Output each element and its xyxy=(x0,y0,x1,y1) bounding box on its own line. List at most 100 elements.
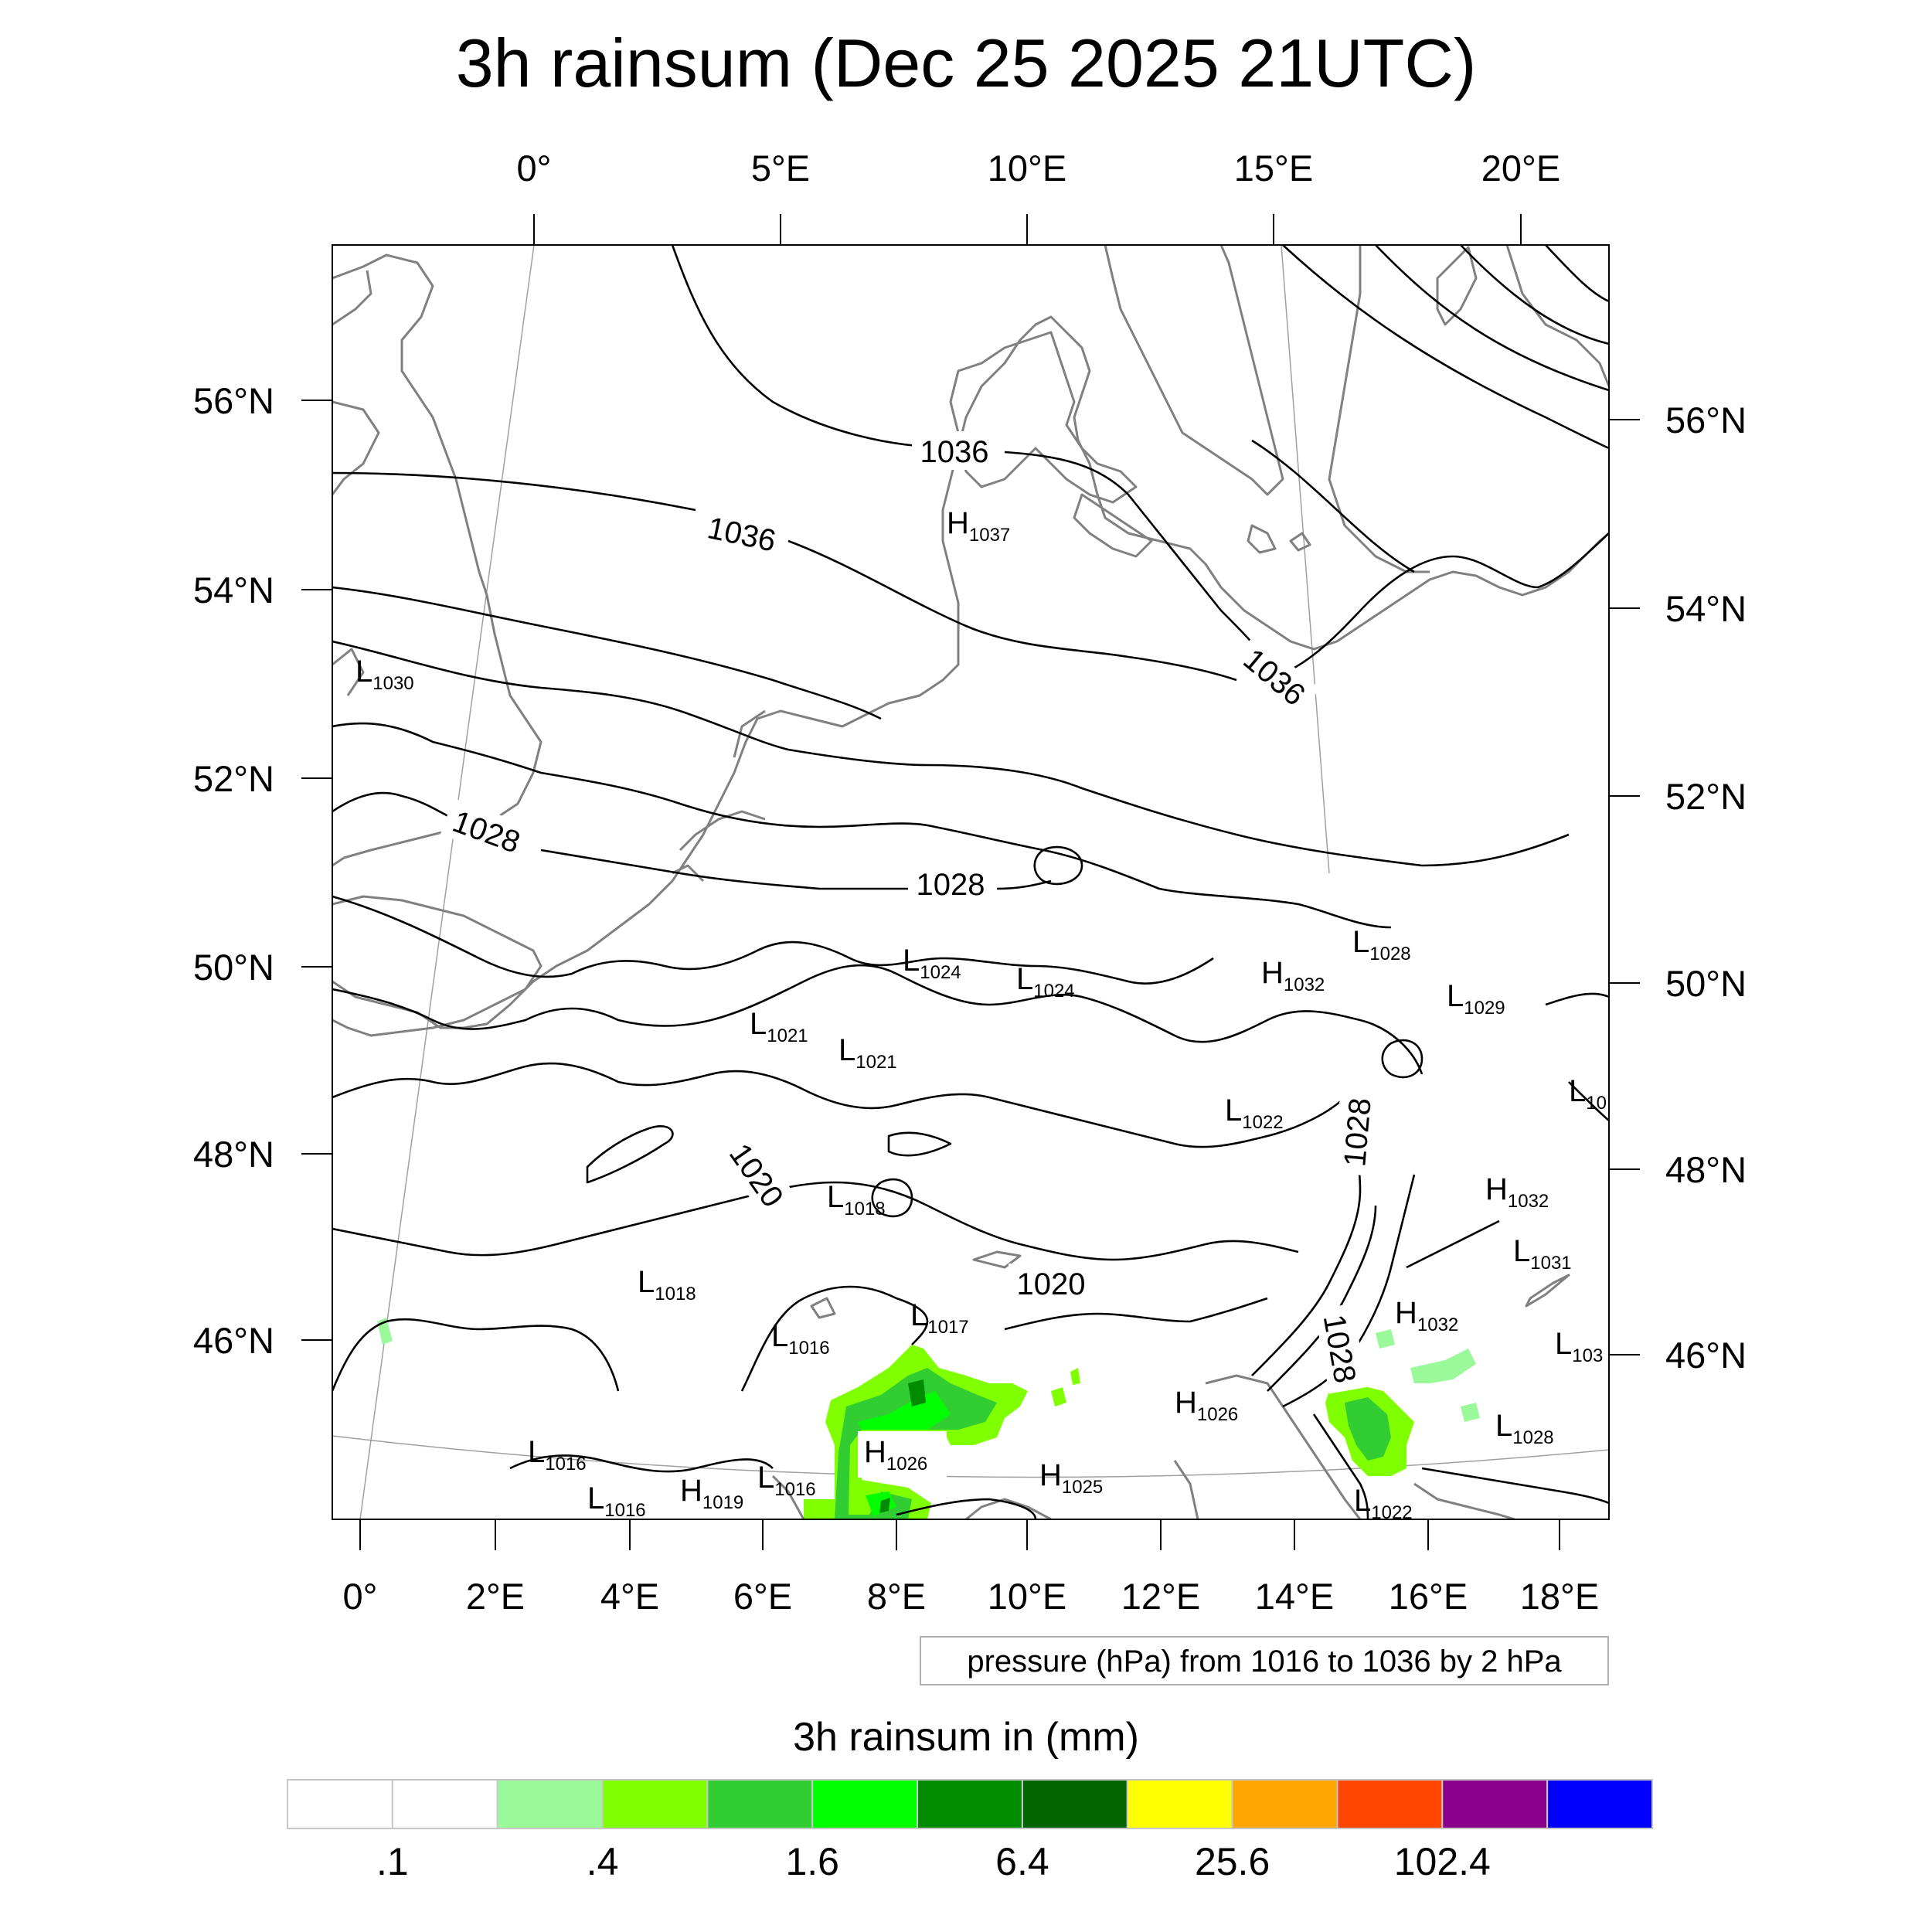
lon-label: 6°E xyxy=(733,1576,792,1617)
colorbar-swatch xyxy=(917,1779,1023,1829)
lon-label: 2°E xyxy=(466,1576,525,1617)
pressure-center-label: H1032 xyxy=(1261,956,1325,995)
colorbar-swatch xyxy=(496,1779,604,1829)
lat-label: 48°N xyxy=(193,1134,274,1175)
pressure-center-label: L1016 xyxy=(528,1435,587,1475)
contour-1036-mid xyxy=(332,471,1237,682)
right-lat-labels: 56°N 54°N 52°N 50°N 48°N 46°N xyxy=(1665,400,1747,1376)
colorbar-swatch xyxy=(1336,1779,1444,1829)
contour-info-text: pressure (hPa) from 1016 to 1036 by 2 hP… xyxy=(967,1645,1562,1679)
coastline-continent xyxy=(332,315,1609,1029)
coastline-uk-south xyxy=(332,895,543,1037)
coastline-sweden xyxy=(1104,245,1284,496)
contour-east-2 xyxy=(1375,245,1609,392)
colorbar-tick-label: 1.6 xyxy=(785,1840,839,1883)
pressure-center-label: L1022 xyxy=(1354,1484,1413,1523)
pressure-center-label: H1019 xyxy=(680,1474,743,1513)
lon-label: 18°E xyxy=(1520,1576,1599,1617)
colorbar xyxy=(287,1779,1653,1829)
contour-1018 xyxy=(332,1285,1268,1392)
colorbar-tick-label: 6.4 xyxy=(995,1840,1049,1883)
pressure-center-label: L1029 xyxy=(1447,979,1505,1019)
rain-area-adriatic-core xyxy=(1345,1397,1391,1461)
colorbar-swatch xyxy=(601,1779,709,1829)
lon-label: 15°E xyxy=(1234,148,1313,189)
contour-east-south xyxy=(1406,992,1609,1505)
pressure-center-label: L1016 xyxy=(757,1461,816,1500)
contour-1016-south xyxy=(509,1454,1037,1519)
map-content: 1036 1036 1036 1028 1028 1028 1028 1020 … xyxy=(332,245,1609,1523)
pressure-center-label: L1017 xyxy=(910,1298,969,1338)
coastline-adriatic xyxy=(1173,1374,1515,1519)
rain-area-alps-heavy xyxy=(858,1391,951,1516)
lat-label: 52°N xyxy=(1665,776,1747,817)
colorbar-labels: .1 .4 1.6 6.4 25.6 102.4 xyxy=(376,1840,1491,1883)
contour-1030 xyxy=(332,722,1392,929)
coastline-baltic-east xyxy=(1328,245,1609,573)
bottom-lon-axis xyxy=(359,1519,1560,1550)
coastline-islands xyxy=(1073,246,1478,558)
colorbar-swatch xyxy=(706,1779,814,1829)
map-title: 3h rainsum (Dec 25 2025 21UTC) xyxy=(456,25,1477,101)
pressure-center-label: H1037 xyxy=(947,506,1010,546)
rain-area-alps-max xyxy=(879,1379,926,1513)
coastlines xyxy=(332,245,1609,1519)
colorbar-swatch xyxy=(1231,1779,1338,1829)
lat-label: 56°N xyxy=(1665,400,1747,440)
pressure-center-label: L103 xyxy=(1555,1327,1603,1366)
pressure-center-label: L1028 xyxy=(1352,925,1411,964)
lon-label: 12°E xyxy=(1121,1576,1200,1617)
colorbar-swatch xyxy=(287,1779,393,1829)
coastline-ligurian xyxy=(771,1475,1052,1519)
colorbar-tick-label: 102.4 xyxy=(1394,1840,1491,1883)
lat-label: 46°N xyxy=(1665,1335,1747,1376)
contour-east-1 xyxy=(1251,245,1609,573)
lat-label: 50°N xyxy=(193,947,274,988)
pressure-center-label: L1024 xyxy=(1016,962,1075,1002)
pressure-center-label: L1016 xyxy=(771,1319,830,1359)
pressure-center-label: H1025 xyxy=(1039,1458,1103,1498)
lon-label: 5°E xyxy=(751,148,810,189)
pressure-center-label: L1022 xyxy=(1225,1094,1284,1133)
contour-adriatic xyxy=(1251,1097,1416,1519)
pressure-center-label: L1018 xyxy=(827,1180,886,1219)
coastline-denmark xyxy=(949,331,1138,504)
lon-label: 16°E xyxy=(1389,1576,1468,1617)
lon-label: 8°E xyxy=(867,1576,926,1617)
lat-label: 54°N xyxy=(1665,588,1747,629)
pressure-center-label: L10 xyxy=(1569,1074,1607,1114)
graticule xyxy=(332,245,1609,1519)
pressure-center-label: L1021 xyxy=(838,1033,897,1073)
pressure-center-label: H1026 xyxy=(864,1435,927,1475)
lat-label: 50°N xyxy=(1665,963,1747,1004)
top-lon-axis xyxy=(533,214,1522,245)
coastline-lakes xyxy=(810,532,1570,1319)
contour-1026 xyxy=(332,895,1214,985)
lat-label: 52°N xyxy=(193,758,274,799)
colorbar-tick-label: 25.6 xyxy=(1195,1840,1270,1883)
contour-1024 xyxy=(332,964,1423,1075)
lat-label: 48°N xyxy=(1665,1149,1747,1190)
left-lat-axis xyxy=(301,400,332,1341)
contour-1032 xyxy=(332,640,1570,867)
colorbar-tick-label: .1 xyxy=(376,1840,409,1883)
lat-label: 56°N xyxy=(193,380,274,421)
contour-small-closed xyxy=(586,845,1423,1218)
left-lat-labels: 56°N 54°N 52°N 50°N 48°N 46°N xyxy=(193,380,274,1361)
contour-label: 1036 xyxy=(920,435,989,469)
pressure-center-label: L1031 xyxy=(1513,1234,1572,1274)
lon-label: 20°E xyxy=(1481,148,1560,189)
right-lat-axis xyxy=(1609,419,1640,1355)
rain-area-alps-core xyxy=(835,1368,997,1519)
contour-label: 1028 xyxy=(1338,1097,1378,1168)
contour-label: 1028 xyxy=(917,868,985,902)
coastline-uk-west xyxy=(332,270,380,696)
top-lon-labels: 0° 5°E 10°E 15°E 20°E xyxy=(517,148,1561,189)
colorbar-swatch xyxy=(1441,1779,1549,1829)
map-frame-border xyxy=(332,244,1610,1520)
contour-1034 xyxy=(332,586,882,720)
pressure-center-label: L1030 xyxy=(355,655,414,694)
pressure-center-label: L1018 xyxy=(638,1265,696,1304)
pressure-center-label: L1016 xyxy=(587,1481,646,1521)
